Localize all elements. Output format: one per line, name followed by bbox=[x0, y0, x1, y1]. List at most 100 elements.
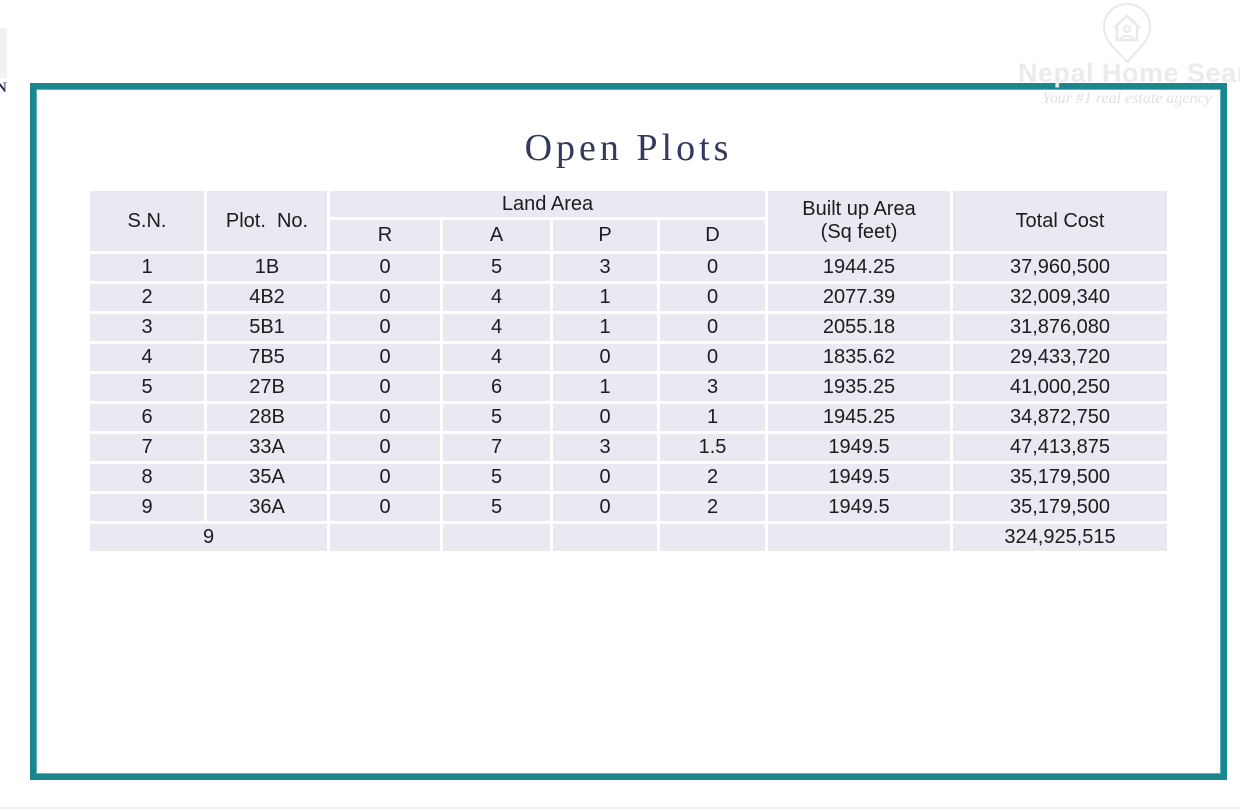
cell-sn: 2 bbox=[87, 281, 207, 314]
cell-built-up: 1935.25 bbox=[765, 371, 954, 404]
cell-a: 5 bbox=[440, 401, 553, 434]
empty-cell bbox=[327, 521, 443, 554]
cell-a: 5 bbox=[440, 491, 553, 524]
cell-built-up: 1945.25 bbox=[765, 401, 954, 434]
cell-total-cost: 34,872,750 bbox=[950, 401, 1171, 434]
cell-d: 1.5 bbox=[656, 431, 769, 464]
cell-built-up: 1835.62 bbox=[765, 341, 954, 374]
empty-cell bbox=[765, 521, 954, 554]
total-row: 9 324,925,515 bbox=[87, 521, 1171, 554]
bottom-edge-shadow bbox=[0, 807, 1240, 809]
col-header-sn: S.N. bbox=[87, 188, 207, 254]
cell-a: 6 bbox=[440, 371, 553, 404]
cell-plot: 33A bbox=[204, 431, 330, 464]
table-row: 7 33A 0 7 3 1.5 1949.5 47,413,875 bbox=[87, 431, 1171, 464]
table-row: 8 35A 0 5 0 2 1949.5 35,179,500 bbox=[87, 461, 1171, 494]
col-header-total-cost: Total Cost bbox=[950, 188, 1171, 254]
table-row: 2 4B2 0 4 1 0 2077.39 32,009,340 bbox=[87, 281, 1171, 314]
col-header-r: R bbox=[327, 217, 443, 254]
cell-built-up: 1944.25 bbox=[765, 251, 954, 284]
col-header-plot-no: Plot. No. bbox=[204, 188, 330, 254]
col-header-a: A bbox=[440, 217, 553, 254]
table-row: 4 7B5 0 4 0 0 1835.62 29,433,720 bbox=[87, 341, 1171, 374]
cell-total-cost: 32,009,340 bbox=[950, 281, 1171, 314]
cell-r: 0 bbox=[327, 251, 443, 284]
cell-p: 3 bbox=[550, 431, 660, 464]
cell-d: 0 bbox=[656, 251, 769, 284]
cell-sn: 7 bbox=[87, 431, 207, 464]
cell-sn: 4 bbox=[87, 341, 207, 374]
cell-sn: 1 bbox=[87, 251, 207, 284]
logo-name: Nepal Home Search bbox=[1018, 58, 1240, 88]
total-count: 9 bbox=[87, 521, 330, 554]
col-header-d: D bbox=[656, 217, 769, 254]
cell-r: 0 bbox=[327, 281, 443, 314]
cell-r: 0 bbox=[327, 491, 443, 524]
cell-d: 2 bbox=[656, 491, 769, 524]
table-row: 9 36A 0 5 0 2 1949.5 35,179,500 bbox=[87, 491, 1171, 524]
grand-total-cost: 324,925,515 bbox=[950, 521, 1171, 554]
cell-total-cost: 31,876,080 bbox=[950, 311, 1171, 344]
cell-d: 3 bbox=[656, 371, 769, 404]
cell-r: 0 bbox=[327, 341, 443, 374]
cell-p: 0 bbox=[550, 341, 660, 374]
cell-sn: 9 bbox=[87, 491, 207, 524]
cell-a: 5 bbox=[440, 251, 553, 284]
slide-border-frame bbox=[30, 83, 1227, 780]
cell-r: 0 bbox=[327, 431, 443, 464]
cell-p: 0 bbox=[550, 491, 660, 524]
cell-plot: 4B2 bbox=[204, 281, 330, 314]
slide-edge-strip bbox=[0, 28, 7, 78]
open-plots-table: S.N. Plot. No. Land Area Built up Area (… bbox=[87, 188, 1171, 554]
cell-total-cost: 35,179,500 bbox=[950, 491, 1171, 524]
cell-built-up: 1949.5 bbox=[765, 431, 954, 464]
cell-p: 0 bbox=[550, 401, 660, 434]
cell-d: 2 bbox=[656, 461, 769, 494]
cell-total-cost: 35,179,500 bbox=[950, 461, 1171, 494]
cell-a: 7 bbox=[440, 431, 553, 464]
cell-sn: 8 bbox=[87, 461, 207, 494]
header-row-1: S.N. Plot. No. Land Area Built up Area (… bbox=[87, 188, 1171, 254]
cell-plot: 5B1 bbox=[204, 311, 330, 344]
cell-a: 4 bbox=[440, 341, 553, 374]
cell-a: 4 bbox=[440, 311, 553, 344]
cell-a: 5 bbox=[440, 461, 553, 494]
cell-plot: 35A bbox=[204, 461, 330, 494]
cell-total-cost: 29,433,720 bbox=[950, 341, 1171, 374]
empty-cell bbox=[550, 521, 660, 554]
empty-cell bbox=[440, 521, 553, 554]
table-row: 3 5B1 0 4 1 0 2055.18 31,876,080 bbox=[87, 311, 1171, 344]
nepal-home-search-watermark: Nepal Home Search Your #1 real estate ag… bbox=[1018, 2, 1240, 108]
cell-total-cost: 41,000,250 bbox=[950, 371, 1171, 404]
map-pin-house-icon bbox=[1018, 2, 1236, 64]
table-row: 1 1B 0 5 3 0 1944.25 37,960,500 bbox=[87, 251, 1171, 284]
header-row-2: R A P D bbox=[89, 217, 1169, 254]
col-header-p: P bbox=[550, 217, 660, 254]
built-up-line2: (Sq feet) bbox=[820, 221, 898, 243]
col-header-built-up-area: Built up Area (Sq feet) bbox=[765, 188, 954, 254]
cell-r: 0 bbox=[327, 461, 443, 494]
cell-plot: 1B bbox=[204, 251, 330, 284]
edge-text-fragment: N bbox=[0, 80, 7, 96]
built-up-line1: Built up Area bbox=[802, 198, 916, 220]
cell-p: 1 bbox=[550, 311, 660, 344]
empty-cell bbox=[656, 521, 769, 554]
col-header-land-area: Land Area bbox=[326, 188, 769, 220]
cell-built-up: 1949.5 bbox=[765, 461, 954, 494]
cell-total-cost: 47,413,875 bbox=[950, 431, 1171, 464]
page-title: Open Plots bbox=[524, 127, 733, 169]
cell-built-up: 2077.39 bbox=[765, 281, 954, 314]
table-row: 6 28B 0 5 0 1 1945.25 34,872,750 bbox=[87, 401, 1171, 434]
cell-a: 4 bbox=[440, 281, 553, 314]
cell-r: 0 bbox=[327, 401, 443, 434]
cell-d: 0 bbox=[656, 281, 769, 314]
cell-plot: 36A bbox=[204, 491, 330, 524]
cell-d: 1 bbox=[656, 401, 769, 434]
table-row: 5 27B 0 6 1 3 1935.25 41,000,250 bbox=[87, 371, 1171, 404]
cell-plot: 28B bbox=[204, 401, 330, 434]
cell-built-up: 1949.5 bbox=[765, 491, 954, 524]
cell-d: 0 bbox=[656, 311, 769, 344]
logo-tagline: Your #1 real estate agency bbox=[1042, 90, 1212, 107]
cell-sn: 3 bbox=[87, 311, 207, 344]
cell-plot: 27B bbox=[204, 371, 330, 404]
